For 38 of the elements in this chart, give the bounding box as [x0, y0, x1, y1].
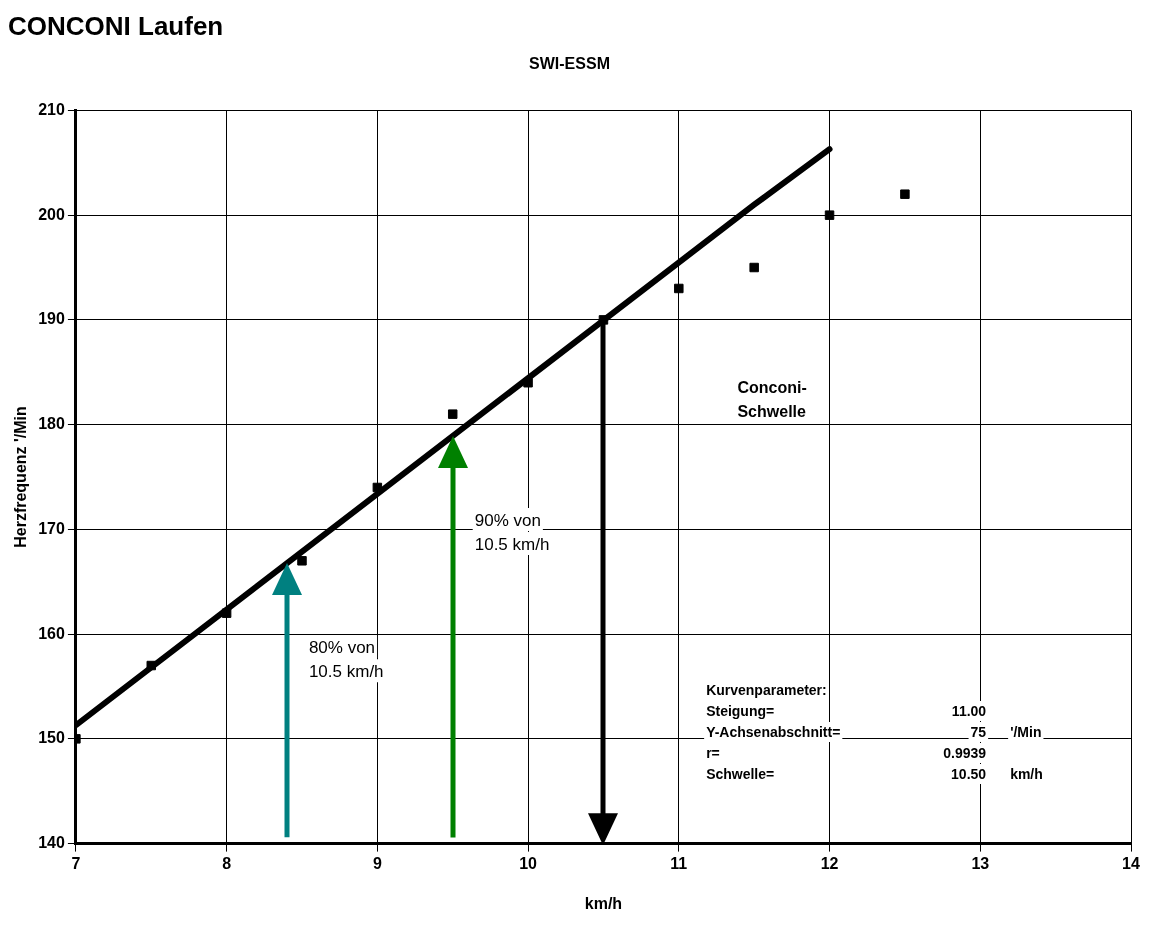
- y-tick-label: 190: [38, 310, 65, 328]
- y-tick-label: 160: [38, 624, 65, 642]
- point: [900, 189, 910, 199]
- ref-line-label: 90% von 10.5 km/h: [474, 511, 550, 555]
- text: Schwelle= 10.50 km/h: [706, 765, 1043, 782]
- point: [523, 377, 533, 388]
- y-tick-label: 210: [38, 100, 65, 118]
- text: Y-Achsenabschnitt= 75 '/Min: [706, 723, 1042, 740]
- chart-title: CONCONI Laufen: [8, 10, 224, 41]
- x-axis-title: km/h: [584, 894, 623, 912]
- x-tick-label: 9: [372, 854, 382, 872]
- point: [749, 262, 759, 273]
- point: [297, 556, 307, 566]
- point: [146, 660, 156, 671]
- point: [824, 210, 835, 220]
- text: r= 0.9939: [706, 744, 987, 761]
- y-tick-label: 150: [38, 729, 65, 747]
- x-tick-label: 10: [519, 854, 538, 872]
- point: [221, 608, 232, 618]
- point: [372, 482, 383, 493]
- y-tick-label: 200: [38, 205, 65, 223]
- point: [674, 283, 684, 294]
- y-tick-label: 180: [38, 415, 65, 433]
- x-tick-label: 7: [71, 854, 81, 872]
- x-tick-label: 8: [222, 854, 232, 872]
- x-tick-label: 14: [1122, 854, 1140, 872]
- text: Steigung= 11.00: [706, 702, 987, 719]
- y-tick-label: 140: [38, 834, 65, 852]
- point: [447, 409, 458, 419]
- x-tick-label: 11: [670, 854, 688, 872]
- y-axis-title: Herzfrequenz '/Min: [12, 406, 30, 548]
- x-tick-label: 12: [820, 854, 839, 872]
- x-tick-label: 13: [971, 854, 990, 872]
- annotation: Conconi- Schwelle: [737, 378, 807, 420]
- chart-subtitle: SWI-ESSM: [529, 55, 610, 73]
- ref-line-label: 80% von 10.5 km/h: [308, 638, 384, 682]
- y-tick-label: 170: [38, 519, 65, 537]
- annotation: Kurvenparameter:: [706, 681, 827, 698]
